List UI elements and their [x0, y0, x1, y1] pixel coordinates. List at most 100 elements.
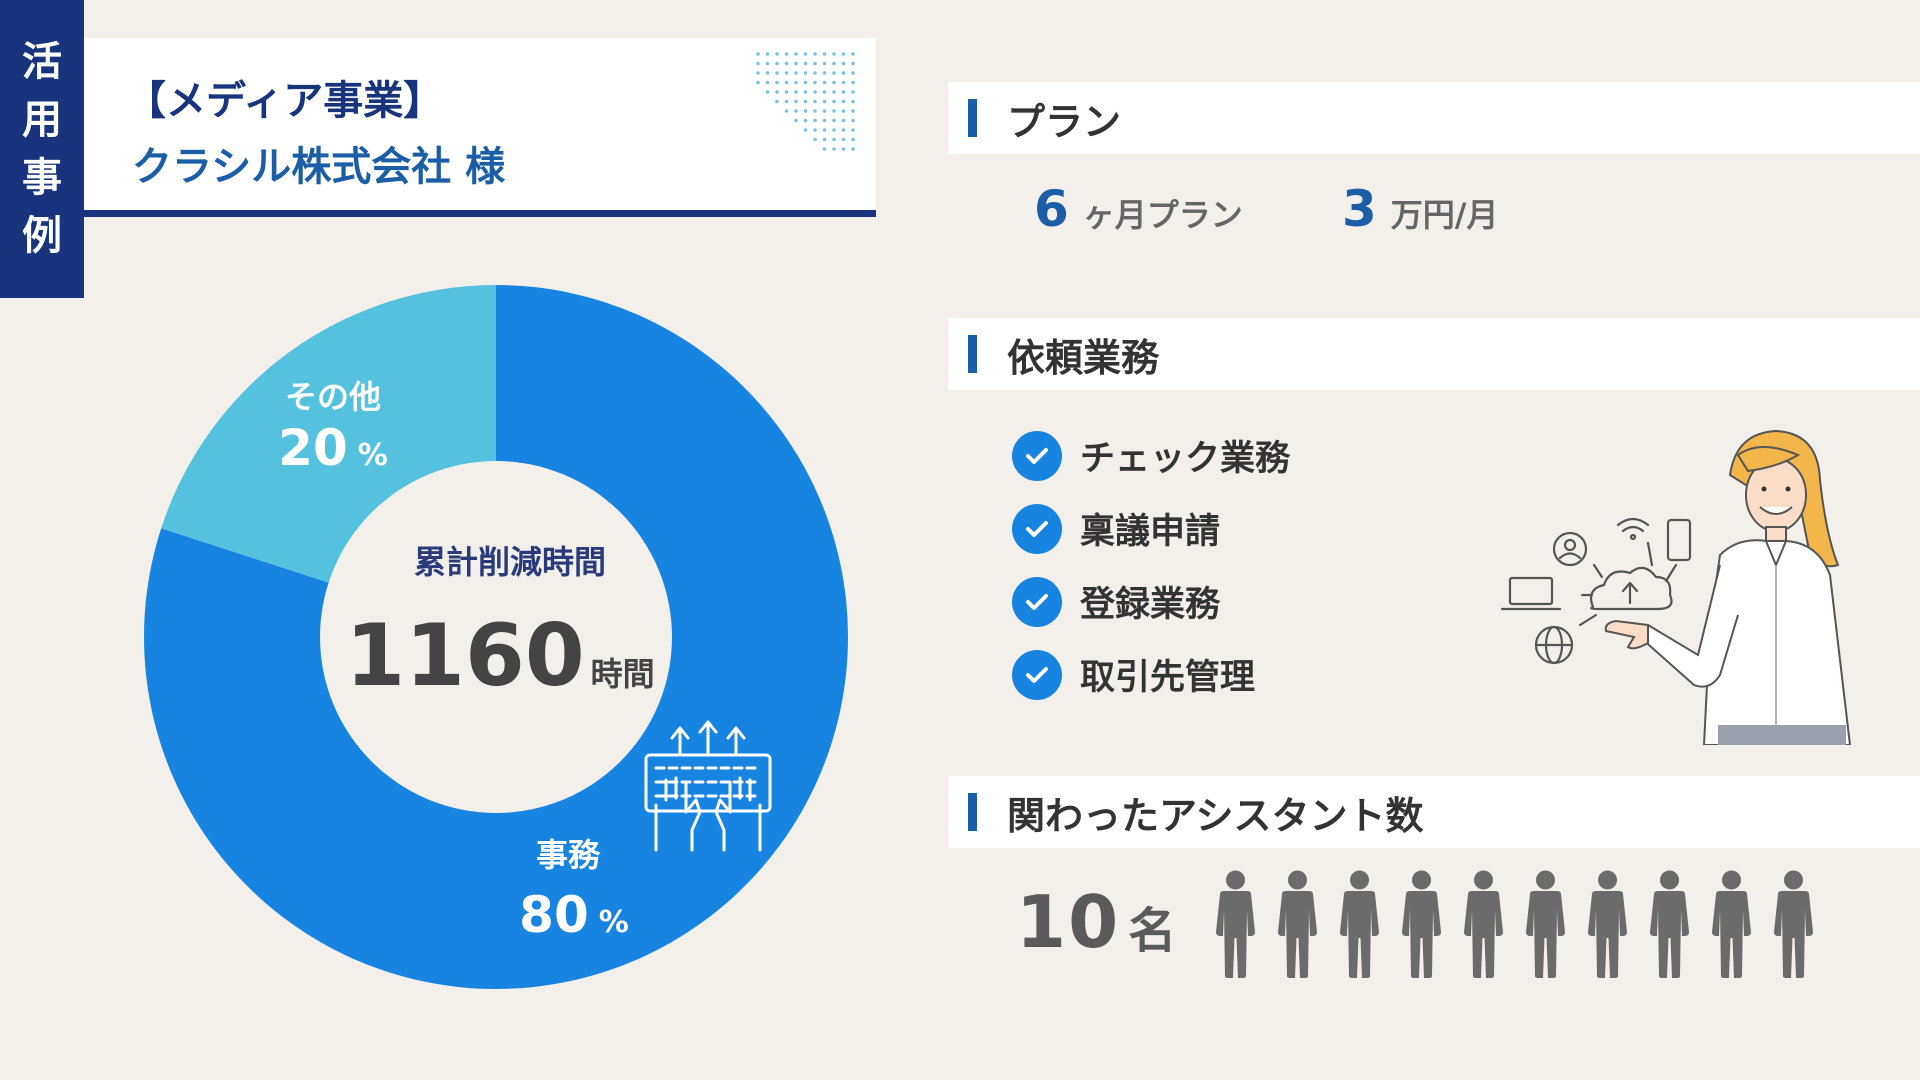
plan-duration: 6 ヶ月プラン	[1034, 180, 1243, 238]
decoration-dot	[822, 61, 827, 66]
decoration-dot	[813, 90, 817, 94]
decoration-dot	[832, 128, 836, 132]
decoration-dot	[813, 137, 817, 142]
decoration-dot	[832, 90, 836, 94]
decoration-dot	[832, 118, 836, 123]
slice-value-main-text: 80%	[519, 886, 629, 944]
badge-char: 事	[22, 155, 62, 201]
decoration-dot	[851, 90, 855, 94]
task-label: 登録業務	[1080, 585, 1221, 625]
plan-months-number: 6	[1034, 180, 1069, 238]
assistant-count: 10 名	[1016, 880, 1176, 964]
company-name: クラシル株式会社 様	[132, 144, 506, 190]
decoration-dot	[784, 61, 789, 66]
decoration-dot	[794, 90, 798, 94]
decoration-dot	[841, 147, 846, 151]
business-category: 【メディア事業】	[126, 78, 444, 124]
decoration-dot	[765, 71, 770, 75]
slice-value-other: 20	[278, 419, 348, 477]
slice-value-main: 80	[519, 886, 589, 944]
person-icon-row	[1214, 870, 1815, 978]
decoration-dot	[803, 71, 808, 75]
plan-price: 3 万円/月	[1342, 180, 1499, 238]
center-value-text: 1160 時間	[345, 606, 654, 706]
decoration-dot	[832, 109, 836, 113]
decoration-dot	[822, 109, 827, 113]
decoration-dot	[775, 52, 779, 56]
decoration-dot	[822, 118, 827, 123]
decoration-dot	[803, 99, 808, 104]
decoration-dot	[813, 118, 817, 123]
decoration-dot	[803, 80, 808, 85]
keyboard-hands-icon	[644, 720, 772, 852]
decoration-dot	[784, 99, 789, 104]
decoration-dot	[813, 80, 817, 85]
tasks-section-header: 依頼業務	[948, 318, 1920, 390]
check-icon	[1012, 649, 1062, 700]
decoration-dot	[756, 80, 760, 85]
decoration-dot	[775, 61, 779, 66]
decoration-dot	[841, 109, 846, 113]
decoration-dot	[803, 90, 808, 94]
decoration-dot	[794, 71, 798, 75]
center-unit: 時間	[591, 655, 655, 693]
decoration-dot	[794, 61, 798, 66]
decoration-dot	[784, 90, 789, 94]
center-title: 累計削減時間	[414, 543, 606, 581]
decoration-dot	[784, 52, 789, 56]
decoration-dot	[851, 52, 855, 56]
decoration-dot	[851, 147, 855, 151]
plan-section-header: プラン	[948, 82, 1920, 154]
decoration-dot	[775, 90, 779, 94]
decoration-dot	[832, 52, 836, 56]
decoration-dot	[841, 71, 846, 75]
task-item: 取引先管理	[1012, 649, 1255, 700]
person-icon	[1650, 870, 1689, 978]
slice-label-other: その他	[285, 378, 381, 416]
assistant-count-unit: 名	[1128, 903, 1177, 959]
decoration-dot	[784, 80, 789, 85]
decoration-dot	[832, 71, 836, 75]
plan-months-unit: ヶ月プラン	[1082, 196, 1243, 234]
person-icon	[1216, 870, 1255, 978]
decoration-dot	[813, 52, 817, 56]
assistants-heading: 関わったアシスタント数	[1007, 793, 1424, 838]
decoration-dot	[822, 99, 827, 104]
decoration-dot	[822, 147, 827, 151]
person-icon	[1526, 870, 1565, 978]
decoration-dot	[822, 52, 827, 56]
decoration-dot	[822, 80, 827, 85]
tasks-heading: 依頼業務	[1007, 335, 1160, 380]
decoration-dot	[832, 147, 836, 151]
decoration-dot	[841, 118, 846, 123]
decoration-dot	[756, 71, 760, 75]
decoration-dot	[832, 137, 836, 142]
decoration-dot	[841, 90, 846, 94]
decoration-dot	[822, 90, 827, 94]
decoration-dot	[841, 99, 846, 104]
decoration-dot	[851, 137, 855, 142]
decoration-dot	[851, 71, 855, 75]
decoration-dot	[841, 52, 846, 56]
decoration-dot	[841, 128, 846, 132]
decoration-dot	[841, 61, 846, 66]
task-item: 登録業務	[1012, 576, 1220, 627]
decoration-dot	[803, 128, 808, 132]
decoration-dot	[841, 80, 846, 85]
decoration-dot	[803, 118, 808, 123]
decoration-dot	[765, 90, 770, 94]
person-icon	[1340, 870, 1379, 978]
decoration-dot	[765, 80, 770, 85]
decoration-dot	[803, 52, 808, 56]
badge-char: 活	[22, 39, 62, 85]
section-marker	[968, 335, 977, 373]
check-icon	[1012, 576, 1062, 627]
decoration-dot	[841, 137, 846, 142]
title-box: 【メディア事業】 クラシル株式会社 様	[84, 38, 876, 217]
donut-hole	[320, 461, 672, 813]
decoration-dot	[832, 99, 836, 104]
decoration-dot	[813, 99, 817, 104]
woman-pointing-illustration	[1500, 429, 1852, 745]
decoration-dot	[794, 109, 798, 113]
decoration-dot	[851, 109, 855, 113]
